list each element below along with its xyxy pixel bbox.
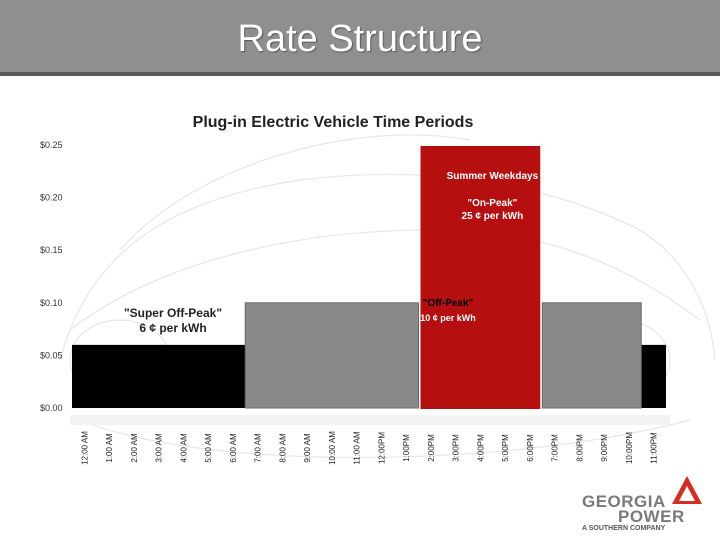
x-tick-label: 3:00 AM — [155, 433, 164, 463]
logo-line2: POWER — [618, 507, 685, 526]
x-tick-label: 4:00PM — [476, 434, 485, 462]
logo-tagline: A SOUTHERN COMPANY — [582, 525, 666, 532]
x-tick-label: 8:00PM — [575, 434, 584, 462]
off-peak-line-0: "Off-Peak" — [423, 298, 474, 309]
off-peak-line-1: 10 ¢ per kWh — [420, 313, 476, 323]
chart-title: Plug-in Electric Vehicle Time Periods — [193, 114, 474, 131]
x-tick-label: 6:00PM — [526, 434, 535, 462]
x-tick-label: 9:00 AM — [303, 433, 312, 463]
x-tick-label: 5:00 AM — [204, 433, 213, 463]
x-tick-label: 7:00PM — [551, 434, 560, 462]
on-peak-heading-line-0: Summer Weekdays — [447, 171, 539, 182]
bar-super-off-peak-1 — [641, 344, 666, 408]
x-tick-label: 7:00 AM — [254, 433, 263, 463]
x-tick-label: 2:00PM — [427, 434, 436, 462]
x-tick-label: 6:00 AM — [229, 433, 238, 463]
x-tick-label: 1:00 AM — [105, 433, 114, 463]
x-tick-label: 12:00 AM — [80, 431, 89, 465]
x-tick-label: 10:00PM — [625, 432, 634, 464]
bar-super-off-peak-0 — [72, 344, 246, 408]
y-tick-label: $0.10 — [40, 298, 63, 308]
y-tick-label: $0.05 — [40, 350, 63, 360]
x-tick-label: 11:00PM — [650, 432, 659, 464]
slide-header: Rate Structure — [0, 0, 720, 76]
on-peak-line-2: 25 ¢ per kWh — [462, 211, 524, 222]
rate-chart: Plug-in Electric Vehicle Time Periods Su… — [40, 114, 666, 465]
x-tick-label: 11:00 AM — [353, 431, 362, 465]
x-tick-label: 3:00PM — [452, 434, 461, 462]
bar-on-peak-0 — [420, 146, 541, 409]
y-tick-label: $0.15 — [40, 245, 63, 255]
y-tick-label: $0.25 — [40, 140, 63, 150]
super-off-peak-line-1: 6 ¢ per kWh — [139, 321, 206, 335]
slide-title: Rate Structure — [237, 18, 483, 60]
x-tick-label: 12:00PM — [377, 432, 386, 464]
x-tick-label: 5:00PM — [501, 434, 510, 462]
on-peak-line-1: "On-Peak" — [467, 198, 517, 209]
bar-off-peak-0 — [244, 302, 419, 409]
x-tick-label: 10:00 AM — [328, 431, 337, 465]
x-tick-label: 8:00 AM — [278, 433, 287, 463]
logo-line1: GEORGIA — [582, 492, 666, 511]
x-tick-label: 1:00PM — [402, 434, 411, 462]
georgia-power-logo: GEORGIA POWER A SOUTHERN COMPANY — [578, 474, 708, 536]
super-off-peak-line-0: "Super Off-Peak" — [124, 306, 222, 320]
bar-off-peak-1 — [541, 302, 642, 409]
logo-mark-icon — [672, 476, 702, 504]
y-tick-label: $0.20 — [40, 193, 63, 203]
x-tick-label: 4:00 AM — [179, 433, 188, 463]
y-tick-label: $0.00 — [40, 403, 63, 413]
x-tick-label: 2:00 AM — [130, 433, 139, 463]
x-tick-label: 9:00PM — [600, 434, 609, 462]
